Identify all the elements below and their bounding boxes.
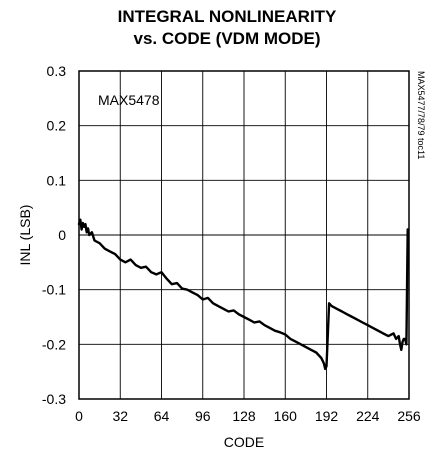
y-tick-label: -0.2: [42, 336, 66, 352]
grid-lines: [79, 71, 409, 399]
plot-frame: [78, 70, 410, 400]
x-tick-label: 96: [195, 408, 211, 424]
device-annotation: MAX5478: [98, 92, 160, 108]
y-axis-label: INL (LSB): [17, 205, 33, 266]
y-tick-label: 0.3: [47, 63, 67, 79]
x-tick-label: 160: [274, 408, 298, 424]
x-tick-label: 192: [315, 408, 339, 424]
chart-title-line1: INTEGRAL NONLINEARITY: [118, 7, 337, 26]
x-tick-label: 64: [154, 408, 170, 424]
series-line-inl: [77, 218, 409, 371]
x-axis-label: CODE: [224, 434, 264, 450]
x-tick-label: 128: [232, 408, 256, 424]
x-tick-label: 32: [112, 408, 128, 424]
y-tick-label: 0: [58, 227, 66, 243]
x-tick-labels: 0 32 64 96 128 160 192 224 256: [75, 408, 421, 424]
x-tick-label: 224: [356, 408, 380, 424]
x-tick-label: 256: [397, 408, 421, 424]
x-tick-label: 0: [75, 408, 83, 424]
y-tick-label: 0.2: [47, 118, 67, 134]
y-tick-label: 0.1: [47, 172, 67, 188]
chart-title-line2: vs. CODE (VDM MODE): [133, 29, 320, 48]
y-tick-labels: 0.3 0.2 0.1 0 -0.1 -0.2 -0.3: [42, 63, 66, 407]
y-tick-label: -0.1: [42, 282, 66, 298]
y-tick-label: -0.3: [42, 391, 66, 407]
figure-code-label: MAX5477/78/79 toc11: [416, 71, 426, 159]
